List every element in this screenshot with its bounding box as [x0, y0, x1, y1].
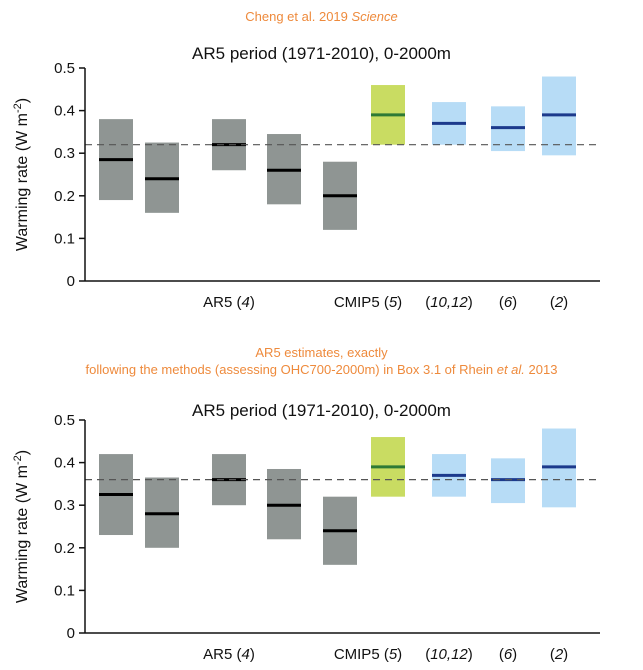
y-axis-label: Warming rate (W m-2)	[12, 450, 31, 603]
method-note-year: 2013	[524, 362, 558, 377]
category-label-4: (6)	[499, 646, 517, 663]
method-note-line1: AR5 estimates, exactly	[255, 345, 388, 360]
category-label-4: (6)	[499, 294, 517, 311]
category-label-1: AR5 (4)	[203, 294, 255, 311]
category-label-2: CMIP5 (5)	[334, 646, 402, 663]
chart-2: 0 0.1 0.2 0.3 0.4 0.5 Warming rate (W m-2) AR5 …	[12, 412, 600, 663]
y-tick-label: 0.5	[54, 60, 75, 77]
y-tick-label: 0.2	[54, 188, 75, 205]
method-note-line2: following the methods (assessing OHC700-…	[0, 362, 643, 377]
y-tick-label: 0.1	[54, 230, 75, 247]
category-label-3: (10,12)	[425, 294, 473, 311]
category-label-5: (2)	[550, 646, 568, 663]
y-tick-label: 0.3	[54, 497, 75, 514]
y-tick-label: 0	[67, 625, 75, 642]
y-tick-label: 0.5	[54, 412, 75, 429]
chart-1-title: AR5 period (1971-2010), 0-2000m	[192, 44, 451, 63]
source-text: Cheng et al. 2019	[245, 9, 352, 24]
category-label-3: (10,12)	[425, 646, 473, 663]
source-journal: Science	[351, 9, 398, 24]
category-label-2: CMIP5 (5)	[334, 294, 402, 311]
category-label-1: AR5 (4)	[203, 646, 255, 663]
chart-2-title: AR5 period (1971-2010), 0-2000m	[192, 401, 451, 420]
y-tick-label: 0.3	[54, 145, 75, 162]
method-note-etal: et al.	[496, 362, 525, 377]
chart-1: 0 0.1 0.2 0.3 0.4 0.5 Warming rate (W m-2) AR5 …	[12, 60, 600, 311]
y-tick-label: 0.1	[54, 582, 75, 599]
method-note-text: following the methods (assessing OHC700-…	[85, 362, 497, 377]
y-tick-label: 0.4	[54, 455, 75, 472]
y-tick-label: 0.4	[54, 103, 75, 120]
y-tick-label: 0.2	[54, 540, 75, 557]
y-axis-label: Warming rate (W m-2)	[12, 98, 31, 251]
source-citation: Cheng et al. 2019 Science	[0, 9, 643, 24]
y-tick-label: 0	[67, 273, 75, 290]
category-label-5: (2)	[550, 294, 568, 311]
